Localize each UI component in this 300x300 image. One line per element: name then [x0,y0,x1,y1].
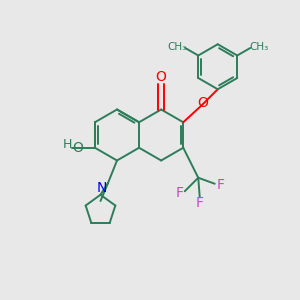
Text: H: H [63,138,73,151]
Text: O: O [197,96,208,110]
Text: F: F [196,196,204,210]
Text: CH₃: CH₃ [249,41,268,52]
Text: F: F [176,186,183,200]
Text: CH₃: CH₃ [167,41,187,52]
Text: O: O [72,141,83,155]
Text: O: O [156,70,167,84]
Text: N: N [97,181,107,195]
Text: F: F [216,178,224,192]
